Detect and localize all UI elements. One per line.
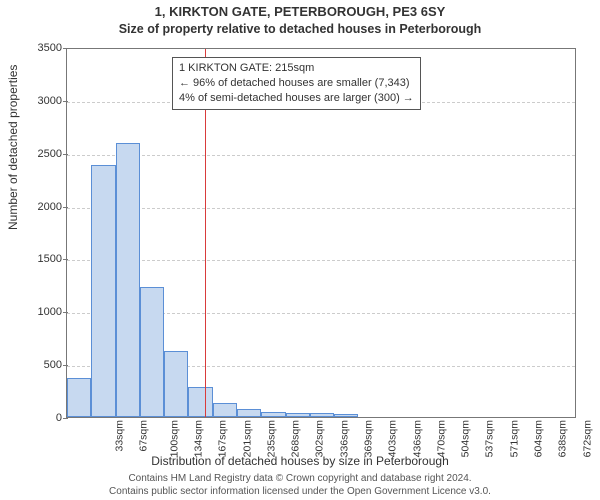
x-tick-label: 436sqm — [411, 420, 423, 457]
title-line-2: Size of property relative to detached ho… — [0, 22, 600, 36]
gridline — [67, 155, 575, 156]
y-tick-label: 2500 — [12, 148, 62, 160]
y-tick-label: 1500 — [12, 253, 62, 265]
x-tick-label: 571sqm — [508, 420, 520, 457]
x-tick-label: 201sqm — [241, 420, 253, 457]
gridline — [67, 260, 575, 261]
x-tick-label: 100sqm — [168, 420, 180, 457]
histogram-bar — [237, 409, 261, 417]
histogram-bar — [310, 413, 334, 417]
annotation-line-3: 4% of semi-detached houses are larger (3… — [179, 91, 414, 106]
x-tick-label: 167sqm — [217, 420, 229, 457]
chart-container: 1, KIRKTON GATE, PETERBOROUGH, PE3 6SY S… — [0, 0, 600, 500]
x-tick-label: 336sqm — [338, 420, 350, 457]
x-tick-label: 134sqm — [192, 420, 204, 457]
histogram-bar — [188, 387, 212, 417]
title-line-1: 1, KIRKTON GATE, PETERBOROUGH, PE3 6SY — [0, 4, 600, 19]
y-tick-label: 1000 — [12, 306, 62, 318]
x-tick-label: 638sqm — [557, 420, 569, 457]
x-tick-label: 235sqm — [265, 420, 277, 457]
x-tick-label: 470sqm — [435, 420, 447, 457]
x-tick-label: 672sqm — [581, 420, 593, 457]
histogram-bar — [164, 351, 188, 417]
histogram-bar — [334, 414, 358, 417]
y-tick-label: 3500 — [12, 42, 62, 54]
x-tick-label: 537sqm — [484, 420, 496, 457]
y-tick-label: 0 — [12, 412, 62, 424]
x-tick-label: 268sqm — [290, 420, 302, 457]
annotation-line-2: ← 96% of detached houses are smaller (7,… — [179, 76, 414, 91]
plot-area: 1 KIRKTON GATE: 215sqm ← 96% of detached… — [66, 48, 576, 418]
x-tick-label: 369sqm — [362, 420, 374, 457]
x-tick-label: 67sqm — [138, 420, 150, 452]
x-tick-label: 302sqm — [314, 420, 326, 457]
x-tick-label: 604sqm — [532, 420, 544, 457]
histogram-bar — [140, 287, 164, 417]
y-tick-label: 3000 — [12, 95, 62, 107]
y-tick-label: 2000 — [12, 201, 62, 213]
histogram-bar — [213, 403, 237, 417]
histogram-bar — [261, 412, 285, 417]
footer-line-2: Contains public sector information licen… — [0, 486, 600, 499]
gridline — [67, 208, 575, 209]
x-tick-label: 504sqm — [460, 420, 472, 457]
annotation-box: 1 KIRKTON GATE: 215sqm ← 96% of detached… — [172, 57, 421, 110]
histogram-bar — [67, 378, 91, 417]
histogram-bar — [91, 165, 115, 417]
histogram-bar — [116, 143, 140, 417]
y-tick-label: 500 — [12, 359, 62, 371]
annotation-line-1: 1 KIRKTON GATE: 215sqm — [179, 61, 414, 76]
x-tick-label: 403sqm — [387, 420, 399, 457]
histogram-bar — [286, 413, 310, 417]
x-tick-label: 33sqm — [114, 420, 126, 452]
footer-line-1: Contains HM Land Registry data © Crown c… — [0, 473, 600, 486]
footer: Contains HM Land Registry data © Crown c… — [0, 473, 600, 498]
